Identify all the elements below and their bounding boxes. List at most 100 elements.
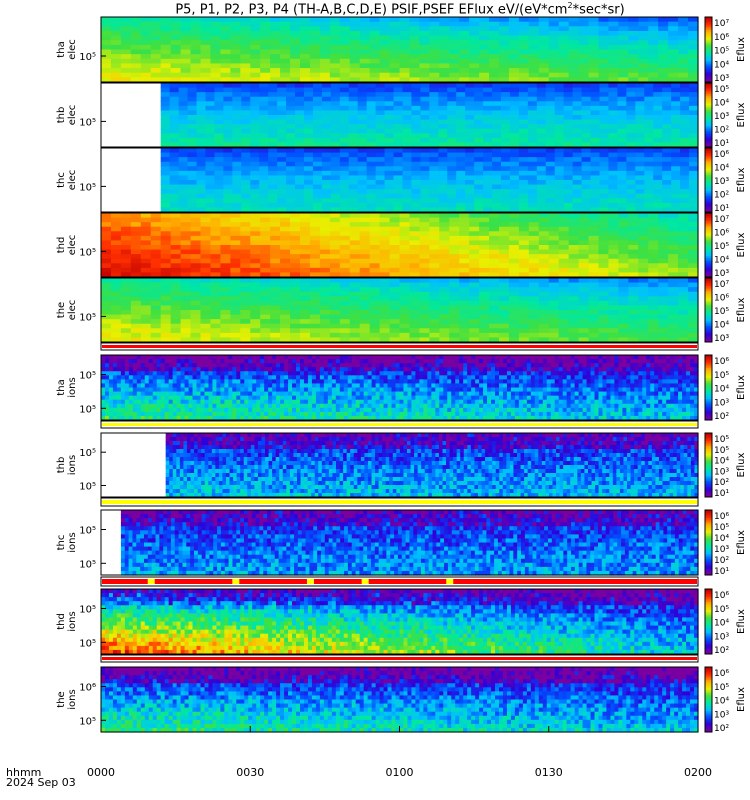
colorbar-tick-label: 10³ [714,710,729,720]
colorbar-tick-label: 10⁶ [714,512,729,522]
colorbar-tick-label: 10⁶ [714,591,729,601]
status-bar-fill [102,423,697,426]
colorbar-tick-label: 10¹ [714,489,729,499]
colorbar-tick-label: 10² [714,646,729,656]
colorbar-tick-label: 10⁵ [714,242,729,252]
spectrogram-cells [101,17,699,83]
panel-frame [100,277,699,343]
x-axis: 0000 0030 0100 0130 0200 [87,726,712,779]
time-format-label: hhmm [6,766,42,779]
status-bar [100,342,699,351]
spectrogram-cells [101,355,699,421]
y-tick-label: 10⁵ [79,312,96,323]
spectrogram-cells [101,278,699,343]
colorbar-frame [704,16,713,83]
status-bar-fill [102,500,697,504]
colorbar-tick-label: 10⁵ [714,435,729,445]
colorbar-tick-label: 10³ [714,334,729,344]
x-tick-label: 0130 [535,766,563,779]
colorbar-tick-label: 10⁴ [714,534,729,544]
panel-frame [100,509,699,576]
colorbar-tick-label: 10⁴ [714,457,729,467]
colorbar-tick-label: 10⁶ [714,229,729,239]
y-tick-label: 10⁵ [79,605,96,616]
panel-frame [100,147,699,213]
panel-label: thcions [56,532,78,552]
colorbar-tick-label: 10⁴ [714,99,729,109]
colorbar-tick-label: 10³ [714,269,729,279]
colorbar-tick-label: 10⁵ [714,446,729,456]
colorbar: 10⁷ 10⁶ 10⁵ 10⁴ 10³ Eflux [704,212,747,279]
colorbar-tick-label: 10⁶ [714,669,729,679]
colorbar-tick-label: 10⁷ [714,19,729,29]
colorbar-tick-label: 10³ [714,177,729,187]
colorbar-tick-label: 10⁴ [714,60,729,70]
panel-label: thbelec [56,105,78,126]
colorbar-tick-label: 10⁶ [714,357,729,367]
colorbar-tick-label: 10⁵ [714,605,729,615]
colorbar-label: Eflux [736,452,747,477]
colorbar-tick-label: 10⁵ [714,371,729,381]
colorbar: 10⁷ 10⁶ 10⁵ 10⁴ 10³ Eflux [704,16,747,84]
spectrogram-cells [101,589,699,655]
colorbar-tick-label: 10³ [714,112,729,122]
colorbar-label: Eflux [736,102,747,127]
colorbar-tick-label: 10³ [714,74,729,84]
colorbar-label: Eflux [736,375,747,400]
status-bar-fill [102,579,697,584]
colorbar-tick-label: 10² [714,412,729,422]
y-tick-label: 10⁵ [79,526,96,537]
colorbar-tick-label: 10⁴ [714,164,729,174]
colorbar-tick-label: 10⁴ [714,697,729,707]
panel-frame [100,432,699,498]
colorbar-tick-label: 10⁴ [714,321,729,331]
colorbar-tick-label: 10³ [714,545,729,555]
chart-title: P5, P1, P2, P3, P4 (TH-A,B,C,D,E) PSIF,P… [175,1,625,18]
y-tick-label: 10⁵ [79,117,96,128]
colorbar-tick-label: 10² [714,724,729,734]
panel-label: theelec [56,300,78,321]
status-bar-mark [232,579,240,584]
panel-frame [100,212,699,278]
panel-label: thdelec [56,235,78,256]
colorbar-tick-label: 10³ [714,398,729,408]
colorbar-tick-label: 10⁶ [714,150,729,160]
colorbar-label: Eflux [736,232,747,257]
y-tick-label: 10⁵ [79,371,96,382]
colorbar-tick-label: 10¹ [714,204,729,214]
status-bar-mark [306,579,314,584]
x-tick-label: 0030 [236,766,264,779]
status-bar-fill [102,345,697,348]
colorbar-tick-label: 10⁵ [714,47,729,57]
status-bar-fill [102,657,697,660]
colorbar-label: Eflux [736,530,747,555]
colorbar-tick-label: 10³ [714,632,729,642]
panel-label: thaions [56,377,78,397]
status-bar-mark [446,579,454,584]
colorbar-label: Eflux [736,297,747,322]
x-tick-label: 0200 [684,766,712,779]
colorbar-tick-label: 10¹ [714,567,729,577]
y-tick-label: 10⁵ [79,481,96,492]
status-bar-mark [147,579,155,584]
colorbar-tick-label: 10⁵ [714,307,729,317]
colorbar-label: Eflux [736,687,747,712]
colorbar: 10⁶ 10⁵ 10⁴ 10³ 10² Eflux [704,666,747,734]
colorbar-frame [704,666,713,733]
colorbar-frame [704,82,713,148]
status-bar [100,654,699,663]
colorbar-tick-label: 10⁶ [714,33,729,43]
colorbar-tick-label: 10³ [714,467,729,477]
spectrogram-cells [160,148,699,213]
colorbar-tick-label: 10¹ [714,139,729,149]
y-tick-label: 10⁵ [79,247,96,258]
